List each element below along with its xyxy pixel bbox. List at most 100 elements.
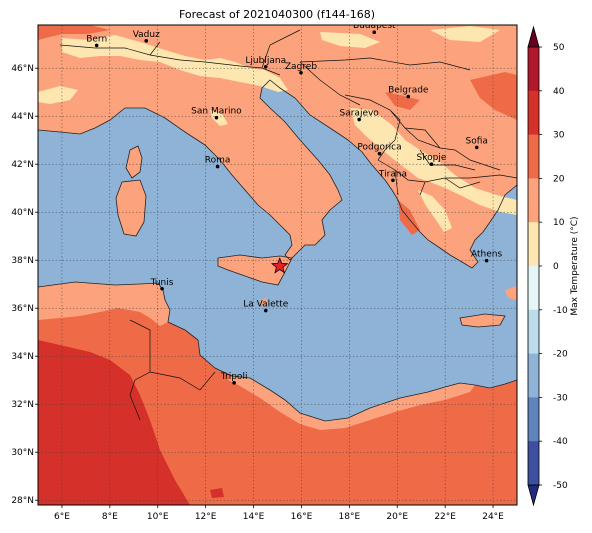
colorbar-segment <box>528 441 539 486</box>
lat-tick-label: 44°N <box>11 112 34 122</box>
city-dot <box>94 43 99 48</box>
city-label: Podgorica <box>357 143 401 153</box>
city-dot <box>406 94 411 99</box>
city-dot <box>429 162 434 166</box>
colorbar-tick-label: -40 <box>553 437 568 447</box>
europe-warm-patch <box>38 25 110 40</box>
city-dot <box>357 117 361 122</box>
africa-hot-zone <box>38 340 190 505</box>
lon-tick-label: 20°E <box>386 512 408 522</box>
sicily-coast <box>217 254 293 286</box>
city-dot <box>474 145 479 150</box>
lat-tick-label: 42°N <box>11 160 34 170</box>
corsica <box>126 146 142 178</box>
city-dot <box>214 115 219 120</box>
city-label: Bern <box>86 34 107 44</box>
colorbar-segment <box>528 178 539 223</box>
city-dot <box>232 381 236 385</box>
city-dot <box>299 70 303 75</box>
northeast-cool-band <box>430 26 500 42</box>
corsica-coast <box>125 145 143 179</box>
city-label: Sarajevo <box>340 109 380 119</box>
city-label: Tunis <box>150 278 174 288</box>
lon-tick-label: 14°E <box>243 512 265 522</box>
lat-axis: 46°N 44°N 42°N 40°N 38°N 36°N 34°N 32°N 30°N 28°N <box>11 64 38 506</box>
colorbar: 50 40 30 20 10 0 -10 -20 -30 -40 -50 <box>527 25 568 507</box>
colorbar-segment <box>528 222 539 267</box>
city-label: Skopje <box>417 153 447 163</box>
city-label: La Valette <box>243 300 288 310</box>
colorbar-tick-label: 50 <box>553 43 565 53</box>
lat-tick-label: 34°N <box>11 352 34 362</box>
africa-coast-band <box>38 282 170 326</box>
lon-tick-label: 12°E <box>195 512 217 522</box>
colorbar-segment <box>528 353 539 398</box>
lon-axis: 6°E 8°E 10°E 12°E 14°E 16°E 18°E 20°E 22°E 24°E <box>54 505 504 522</box>
apennine-cool-patch <box>210 110 228 126</box>
alps-cool-band <box>62 35 288 92</box>
colorbar-tick-label: 10 <box>553 218 565 228</box>
city-dot <box>377 151 382 156</box>
map-title: Forecast of 2021040300 (f144-168) <box>179 8 375 21</box>
colorbar-tick-label: -20 <box>553 350 568 360</box>
lon-tick-label: 22°E <box>434 512 456 522</box>
balkan-cool-band <box>350 108 517 215</box>
malta <box>260 298 268 306</box>
coastline <box>38 79 517 269</box>
gridlines <box>38 25 517 505</box>
colorbar-label: Max Temperature (°C) <box>570 216 580 315</box>
lon-tick-label: 6°E <box>54 512 70 522</box>
city-label: Tripoli <box>220 372 248 382</box>
city-dot <box>372 30 377 34</box>
crete <box>460 314 505 327</box>
northwest-cool-patch <box>38 86 78 104</box>
colorbar-segment <box>528 90 539 136</box>
city-label: Vaduz <box>133 30 160 40</box>
lat-tick-label: 38°N <box>11 256 34 266</box>
colorbar-extend-bottom <box>527 484 540 507</box>
city-dot <box>144 39 149 43</box>
map-frame <box>37 24 518 506</box>
colorbar-tick-label: 20 <box>553 174 565 184</box>
lat-tick-label: 28°N <box>11 496 34 506</box>
colorbar-tick-label: -50 <box>553 481 568 491</box>
lon-tick-label: 10°E <box>147 512 169 522</box>
city-label: San Marino <box>191 107 242 117</box>
europe-warm-patch <box>385 92 420 110</box>
colorbar-tick-label: -30 <box>553 393 568 403</box>
city-dot <box>160 286 164 291</box>
europe-warm-patch <box>470 72 517 120</box>
colorbar-tick-label: 40 <box>553 87 565 97</box>
colorbar-segment <box>528 134 539 179</box>
city-label: Sofia <box>466 136 488 146</box>
sicily <box>218 255 292 285</box>
colorbar-segment <box>528 397 539 442</box>
lat-tick-label: 40°N <box>11 208 34 218</box>
city-label: Ljubljana <box>245 56 286 66</box>
city-label: Athens <box>471 250 502 260</box>
city-label: Zagreb <box>285 62 317 72</box>
city-label: Belgrade <box>388 86 429 96</box>
europe-warm-patch <box>398 200 420 235</box>
colorbar-extend-top <box>527 25 540 48</box>
city-label: Tirana <box>378 169 407 179</box>
lon-tick-label: 18°E <box>339 512 361 522</box>
city-dot <box>391 178 395 183</box>
colorbar-tick-label: 30 <box>553 131 565 141</box>
city-dot <box>484 258 489 263</box>
lon-tick-label: 16°E <box>291 512 313 522</box>
sardinia-coast <box>115 179 147 237</box>
colorbar-tick-label: -10 <box>553 306 568 316</box>
star-marker <box>270 257 289 274</box>
greece-cool-band <box>418 190 452 232</box>
lat-tick-label: 30°N <box>11 448 34 458</box>
city-dot <box>263 308 268 313</box>
city-label: Budapest <box>353 21 396 31</box>
lat-tick-label: 36°N <box>11 304 34 314</box>
borders <box>59 29 517 421</box>
lat-tick-label: 32°N <box>11 400 34 410</box>
rhodes <box>505 286 517 300</box>
